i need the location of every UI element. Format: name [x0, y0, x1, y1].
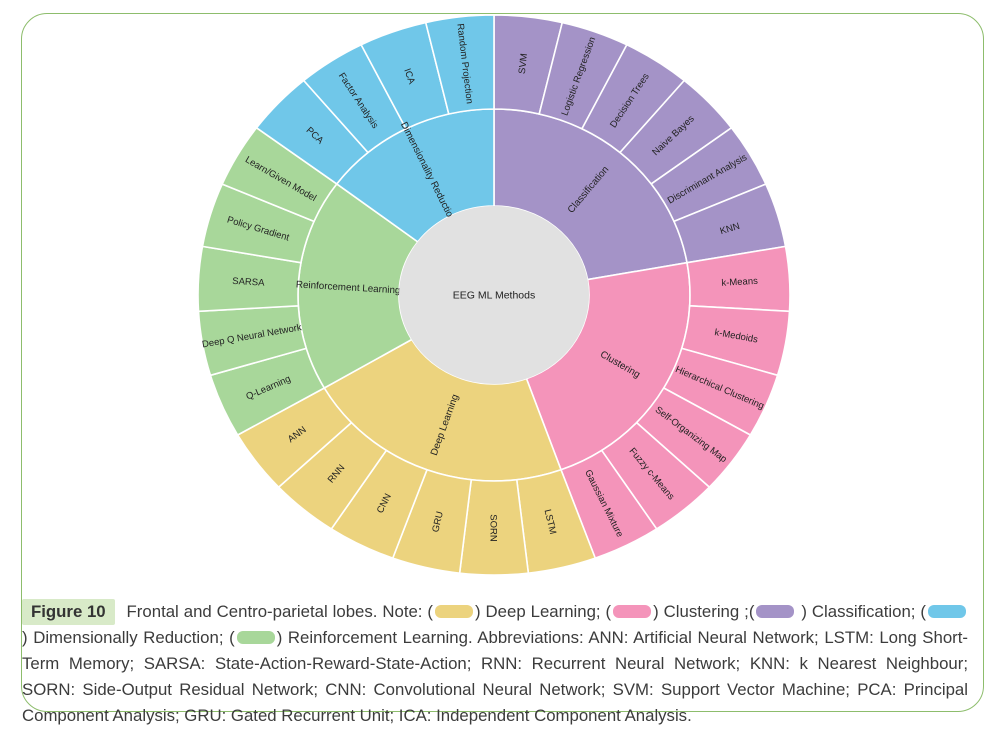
- caption-text: Frontal and Centro-parietal lobes. Note:…: [121, 602, 434, 621]
- sunburst-leaf-label-sarsa: SARSA: [232, 276, 265, 289]
- sunburst-center-circle[interactable]: [399, 206, 589, 384]
- sunburst-svg: SVM Logistic Regression Decision TreesNaiv…: [197, 14, 791, 576]
- figure-label: Figure 10: [22, 599, 115, 625]
- sunburst-leaf-label-k-means: k-Means: [721, 276, 758, 289]
- caption-text: ) Dimensionally Reduction; (: [22, 628, 235, 647]
- legend-swatch-reinforcement-learning: [236, 631, 275, 644]
- legend-swatch-classification: [756, 605, 795, 618]
- sunburst-center-label: EEG ML Methods: [453, 290, 535, 302]
- sunburst-chart: SVM Logistic Regression Decision Trees Naiv…: [197, 14, 791, 576]
- caption-text: ) Deep Learning; (: [475, 602, 612, 621]
- sunburst-leaf-label-sorn: SORN: [488, 514, 499, 542]
- sunburst-leaf-label-ica: ICA: [401, 67, 417, 86]
- caption-text: ) Clustering ;(: [653, 602, 755, 621]
- sunburst-leaf-label-svm: SVM: [517, 53, 530, 75]
- sunburst-leaf-label-gru: GRU: [430, 510, 446, 533]
- legend-swatch-clustering: [613, 605, 652, 618]
- caption-text: ) Reinforcement Learning. Abbreviations:…: [22, 628, 968, 725]
- legend-swatch-dimensionally-reduction: [928, 605, 966, 618]
- figure-caption: Figure 10 Frontal and Centro-parietal lo…: [22, 599, 968, 729]
- legend-swatch-deep-learning: [435, 605, 474, 618]
- caption-text: ) Classification; (: [796, 602, 926, 621]
- sunburst-leaf-random-projection[interactable]: [424, 14, 495, 115]
